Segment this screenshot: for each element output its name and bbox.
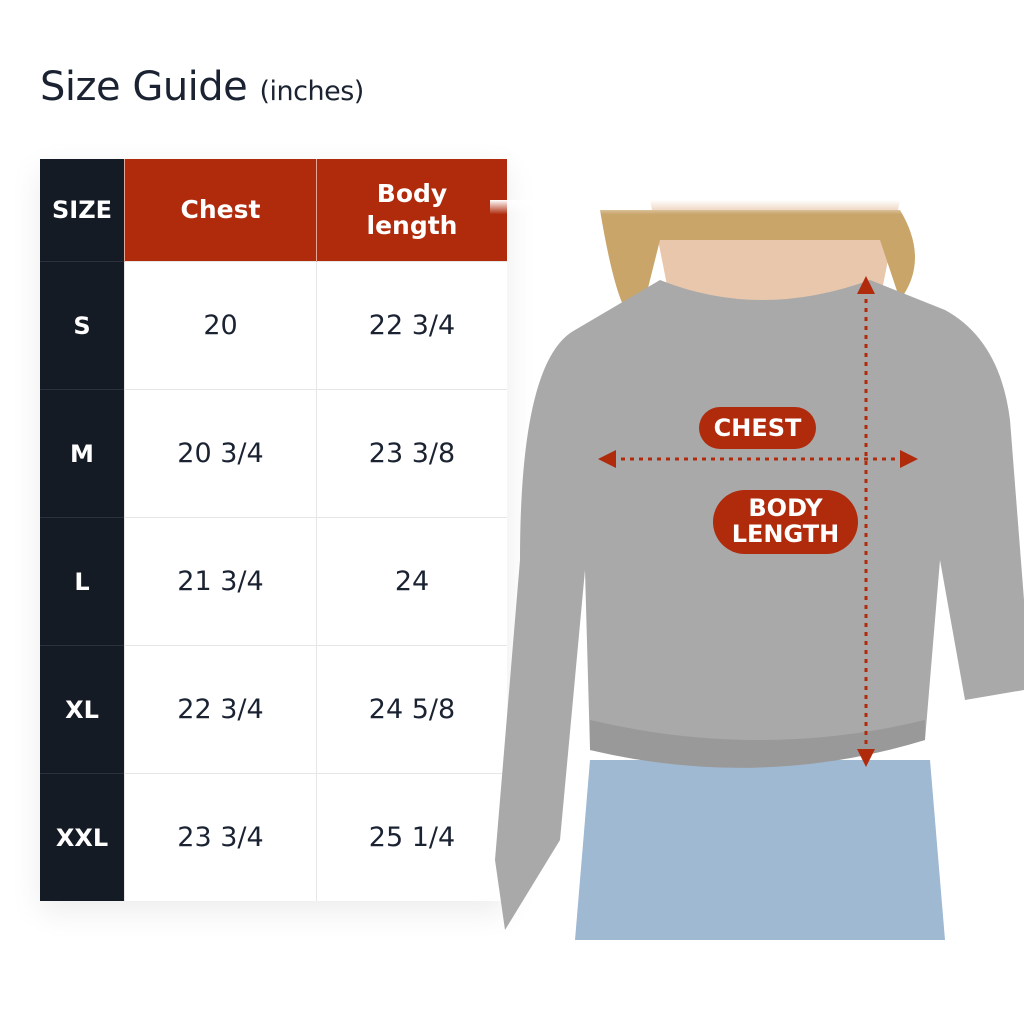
body-length-label: BODY LENGTH — [713, 490, 858, 554]
cell-size: M — [40, 389, 125, 518]
title-unit: (inches) — [259, 76, 365, 107]
table-row: XL 22 3/4 24 5/8 — [40, 645, 507, 774]
header-body-length: Body length — [316, 159, 507, 262]
header-chest: Chest — [124, 159, 317, 262]
body-length-label-line2: LENGTH — [731, 520, 840, 548]
table-row: S 20 22 3/4 — [40, 261, 507, 390]
sweatshirt-hem — [590, 720, 925, 768]
arrow-left-icon — [598, 450, 616, 468]
cell-chest: 20 3/4 — [124, 389, 317, 518]
arrow-down-icon — [857, 749, 875, 767]
cell-body-length: 24 5/8 — [316, 645, 507, 774]
table-row: L 21 3/4 24 — [40, 517, 507, 646]
cell-body-length: 23 3/8 — [316, 389, 507, 518]
cell-chest: 22 3/4 — [124, 645, 317, 774]
cell-body-length: 24 — [316, 517, 507, 646]
cell-chest: 23 3/4 — [124, 773, 317, 901]
cell-size: L — [40, 517, 125, 646]
cell-chest: 20 — [124, 261, 317, 390]
cell-body-length: 22 3/4 — [316, 261, 507, 390]
title-main: Size Guide — [40, 64, 248, 110]
model-photo — [490, 200, 1024, 940]
cell-size: XL — [40, 645, 125, 774]
chest-label: CHEST — [699, 407, 816, 449]
cell-chest: 21 3/4 — [124, 517, 317, 646]
jeans — [575, 760, 945, 940]
cell-body-length: 25 1/4 — [316, 773, 507, 901]
sweatshirt — [495, 280, 1024, 930]
table-row: M 20 3/4 23 3/8 — [40, 389, 507, 518]
cell-size: XXL — [40, 773, 125, 901]
table-header-row: SIZE Chest Body length — [40, 159, 507, 262]
size-table: SIZE Chest Body length S 20 22 3/4 M 20 3/4… — [40, 159, 507, 901]
header-size: SIZE — [40, 159, 125, 262]
page-title: Size Guide (inches) — [40, 64, 364, 110]
body-length-label-line1: BODY — [748, 494, 823, 522]
cell-size: S — [40, 261, 125, 390]
arrow-up-icon — [857, 276, 875, 294]
arrow-right-icon — [900, 450, 918, 468]
table-row: XXL 23 3/4 25 1/4 — [40, 773, 507, 901]
